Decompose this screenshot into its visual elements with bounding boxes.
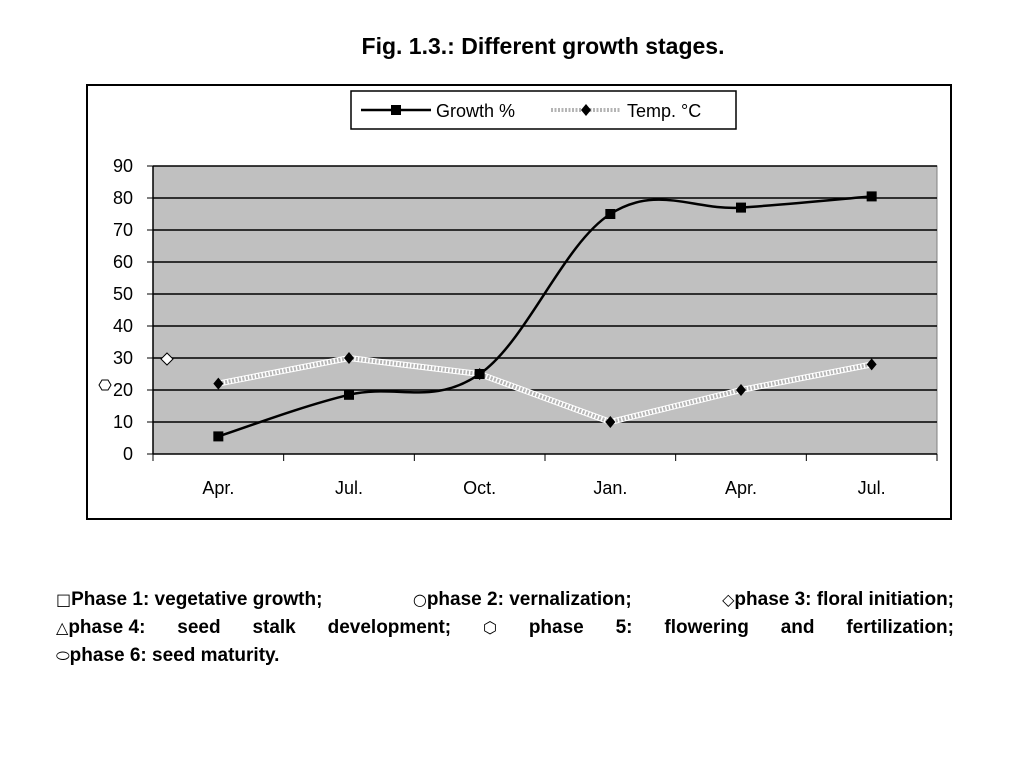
caption-text: seed: [177, 617, 221, 638]
caption-text: development;: [327, 617, 452, 638]
temp-point: [213, 377, 224, 390]
y-tick-label: 80: [113, 188, 133, 208]
caption-item: ◇phase 3: floral initiation;: [722, 586, 954, 614]
series-line-growth: [217, 195, 872, 438]
legend-label-growth: Growth %: [436, 101, 515, 121]
caption-text: 5:: [615, 617, 633, 638]
x-tick-label: Oct.: [463, 478, 496, 498]
growth-point: [474, 369, 485, 379]
y-tick-label: 0: [123, 444, 133, 464]
caption-item: and: [781, 614, 815, 642]
figure-title: Fig. 1.3.: Different growth stages.: [361, 33, 725, 59]
growth-point: [605, 209, 616, 219]
caption-line-1: □Phase 1: vegetative growth; ○phase 2: ve…: [56, 586, 954, 614]
caption-line-2: △phase 4: seed stalk development; ⬡ phase 5: fl…: [56, 614, 954, 642]
caption-text: phase: [528, 617, 584, 638]
caption-item: seed: [177, 614, 220, 642]
caption-item: ⬡: [483, 614, 497, 642]
y-tick-label: 30: [113, 348, 133, 368]
phase-symbol-icon: △: [56, 618, 69, 637]
caption-text: stalk: [252, 617, 296, 638]
caption-item: fertilization;: [846, 614, 954, 642]
legend-marker-growth: [391, 105, 401, 115]
diamond-phase-marker: [160, 352, 174, 366]
y-tick-label: 90: [113, 156, 133, 176]
caption-text: and: [780, 617, 815, 638]
caption-text: phase 6: seed maturity.: [69, 645, 280, 666]
y-tick-label: 50: [113, 284, 133, 304]
temp-point: [344, 352, 354, 364]
y-tick-label: 10: [113, 412, 133, 432]
y-tick-label: 20: [113, 380, 133, 400]
caption-item: stalk: [252, 614, 295, 642]
y-tick-label: 70: [113, 220, 133, 240]
y-tick-label: 40: [113, 316, 133, 336]
phase-symbol-icon: □: [56, 590, 72, 609]
x-tick-label: Jul.: [335, 478, 363, 498]
series-line-temp: [217, 355, 873, 425]
caption-text: flowering: [664, 617, 749, 638]
temp-point: [866, 358, 877, 371]
caption-text: fertilization;: [846, 617, 954, 638]
caption-text: phase 4:: [68, 617, 146, 638]
caption-item: □Phase 1: vegetative growth;: [56, 586, 322, 614]
caption-item: flowering: [664, 614, 748, 642]
caption-text: Phase 1: vegetative growth;: [71, 589, 323, 610]
phase-symbol-icon: ○: [412, 590, 427, 609]
caption-item: phase: [529, 614, 584, 642]
legend-marker-temp: [581, 104, 591, 116]
caption-text: phase 2: vernalization;: [426, 589, 632, 610]
y-tick-label: 60: [113, 252, 133, 272]
temp-point: [736, 384, 746, 396]
line-chart: 0 10 20 30 40 50 60 70 80 90 Apr. Jul. Oct. Jan. Apr. J…: [98, 90, 938, 498]
caption-line-3: ⬭phase 6: seed maturity.: [56, 642, 954, 670]
hexagon-phase-marker: [98, 379, 112, 391]
caption-item: ○phase 2: vernalization;: [413, 586, 632, 614]
phase-symbol-icon: ⬭: [56, 646, 70, 665]
plot-area: [152, 165, 938, 455]
growth-point: [213, 431, 224, 442]
caption-item: development;: [328, 614, 452, 642]
phase-symbol-icon: ◇: [722, 590, 735, 609]
growth-point: [736, 202, 746, 213]
x-tick-label: Apr.: [202, 478, 234, 498]
temp-point: [605, 416, 616, 428]
caption-item: △phase 4:: [56, 614, 145, 642]
phase-symbol-icon: ⬡: [483, 618, 497, 637]
growth-point: [866, 191, 877, 202]
chart-frame: [86, 84, 952, 520]
legend-label-temp: Temp. °C: [627, 101, 701, 121]
caption-item: ⬭phase 6: seed maturity.: [56, 645, 279, 666]
figure-caption: □Phase 1: vegetative growth; ○phase 2: ve…: [56, 586, 954, 670]
x-tick-label: Apr.: [725, 478, 757, 498]
caption-item: 5:: [616, 614, 633, 642]
growth-point: [344, 389, 354, 400]
x-tick-label: Jan.: [593, 478, 627, 498]
caption-text: phase 3: floral initiation;: [734, 589, 954, 610]
x-tick-label: Jul.: [858, 478, 886, 498]
